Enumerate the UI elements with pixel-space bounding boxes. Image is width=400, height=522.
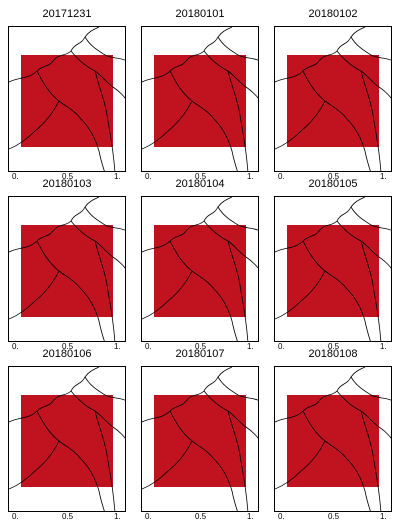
colorbar-tick-label: 0.5 — [328, 172, 340, 181]
coastline-lines — [142, 27, 258, 171]
colorbar-tick-label: 0. — [145, 172, 152, 181]
colorbar-tick-label: 1. — [247, 512, 254, 521]
map-frame — [141, 26, 259, 172]
colorbar-tick-label: 1. — [247, 172, 254, 181]
map-panel-20180107: 20180107 0. 0.5 1. — [137, 348, 263, 521]
map-panel-20180101: 20180101 0. 0.5 1. — [137, 8, 263, 181]
colorbar-tick-label: 1. — [380, 172, 387, 181]
map-field — [275, 197, 391, 341]
colorbar-tick-label: 0.5 — [195, 342, 207, 351]
colorbar-tick-label: 1. — [380, 512, 387, 521]
data-field-area — [287, 395, 379, 487]
map-field — [142, 27, 258, 171]
map-panel-20180103: 20180103 0. 0.5 1. — [4, 178, 130, 351]
data-field-area — [21, 55, 113, 147]
map-field — [142, 197, 258, 341]
map-field — [9, 367, 125, 511]
colorbar-tick-label: 1. — [114, 172, 121, 181]
map-frame — [8, 26, 126, 172]
map-field — [9, 197, 125, 341]
map-field — [275, 367, 391, 511]
colorbar-tick-label: 0.5 — [195, 172, 207, 181]
colorbar-ticks: 0. 0.5 1. — [276, 172, 390, 182]
colorbar-ticks: 0. 0.5 1. — [10, 342, 124, 352]
panel-date-title: 20180105 — [308, 178, 358, 190]
colorbar-ticks: 0. 0.5 1. — [276, 342, 390, 352]
data-field-area — [21, 395, 113, 487]
coastline-lines — [275, 197, 391, 341]
coastline-lines — [142, 197, 258, 341]
coastline-lines — [9, 27, 125, 171]
panel-date-title: 20180108 — [308, 348, 358, 360]
map-frame — [274, 26, 392, 172]
colorbar-ticks: 0. 0.5 1. — [276, 512, 390, 522]
colorbar-tick-label: 0. — [278, 172, 285, 181]
panel-date-title: 20180104 — [175, 178, 225, 190]
coastline-lines — [275, 27, 391, 171]
map-field — [9, 27, 125, 171]
data-field-area — [154, 395, 246, 487]
colorbar-ticks: 0. 0.5 1. — [143, 172, 257, 182]
colorbar-tick-label: 0.5 — [62, 512, 74, 521]
panel-date-title: 20171231 — [42, 8, 92, 20]
colorbar-tick-label: 0.5 — [195, 512, 207, 521]
map-frame — [8, 366, 126, 512]
coastline-lines — [275, 367, 391, 511]
colorbar-ticks: 0. 0.5 1. — [143, 342, 257, 352]
panel-date-title: 20180101 — [175, 8, 225, 20]
data-field-area — [287, 225, 379, 317]
colorbar-tick-label: 1. — [247, 342, 254, 351]
colorbar-ticks: 0. 0.5 1. — [10, 512, 124, 522]
data-field-area — [154, 225, 246, 317]
colorbar-tick-label: 1. — [114, 512, 121, 521]
map-field — [142, 367, 258, 511]
colorbar-tick-label: 0. — [145, 342, 152, 351]
colorbar-tick-label: 1. — [380, 342, 387, 351]
panel-date-title: 20180102 — [308, 8, 358, 20]
colorbar-tick-label: 1. — [114, 342, 121, 351]
colorbar-tick-label: 0.5 — [328, 342, 340, 351]
map-frame — [141, 366, 259, 512]
map-frame — [274, 366, 392, 512]
colorbar-tick-label: 0.5 — [62, 342, 74, 351]
coastline-lines — [142, 367, 258, 511]
colorbar-tick-label: 0. — [12, 512, 19, 521]
data-field-area — [21, 225, 113, 317]
colorbar-tick-label: 0. — [278, 342, 285, 351]
map-panel-20180102: 20180102 0. 0.5 1. — [270, 8, 396, 181]
map-panel-20180105: 20180105 0. 0.5 1. — [270, 178, 396, 351]
colorbar-tick-label: 0. — [12, 172, 19, 181]
colorbar-tick-label: 0. — [278, 512, 285, 521]
map-panel-20180104: 20180104 0. 0.5 1. — [137, 178, 263, 351]
map-frame — [274, 196, 392, 342]
colorbar-ticks: 0. 0.5 1. — [143, 512, 257, 522]
map-frame — [8, 196, 126, 342]
map-panel-20180108: 20180108 0. 0.5 1. — [270, 348, 396, 521]
colorbar-tick-label: 0. — [145, 512, 152, 521]
data-field-area — [287, 55, 379, 147]
panel-date-title: 20180106 — [42, 348, 92, 360]
coastline-lines — [9, 367, 125, 511]
coastline-lines — [9, 197, 125, 341]
map-panel-20180106: 20180106 0. 0.5 1. — [4, 348, 130, 521]
panel-date-title: 20180107 — [175, 348, 225, 360]
map-panel-20171231: 20171231 0. 0.5 1. — [4, 8, 130, 181]
colorbar-ticks: 0. 0.5 1. — [10, 172, 124, 182]
colorbar-tick-label: 0.5 — [62, 172, 74, 181]
colorbar-tick-label: 0. — [12, 342, 19, 351]
panel-date-title: 20180103 — [42, 178, 92, 190]
map-frame — [141, 196, 259, 342]
colorbar-tick-label: 0.5 — [328, 512, 340, 521]
map-field — [275, 27, 391, 171]
data-field-area — [154, 55, 246, 147]
